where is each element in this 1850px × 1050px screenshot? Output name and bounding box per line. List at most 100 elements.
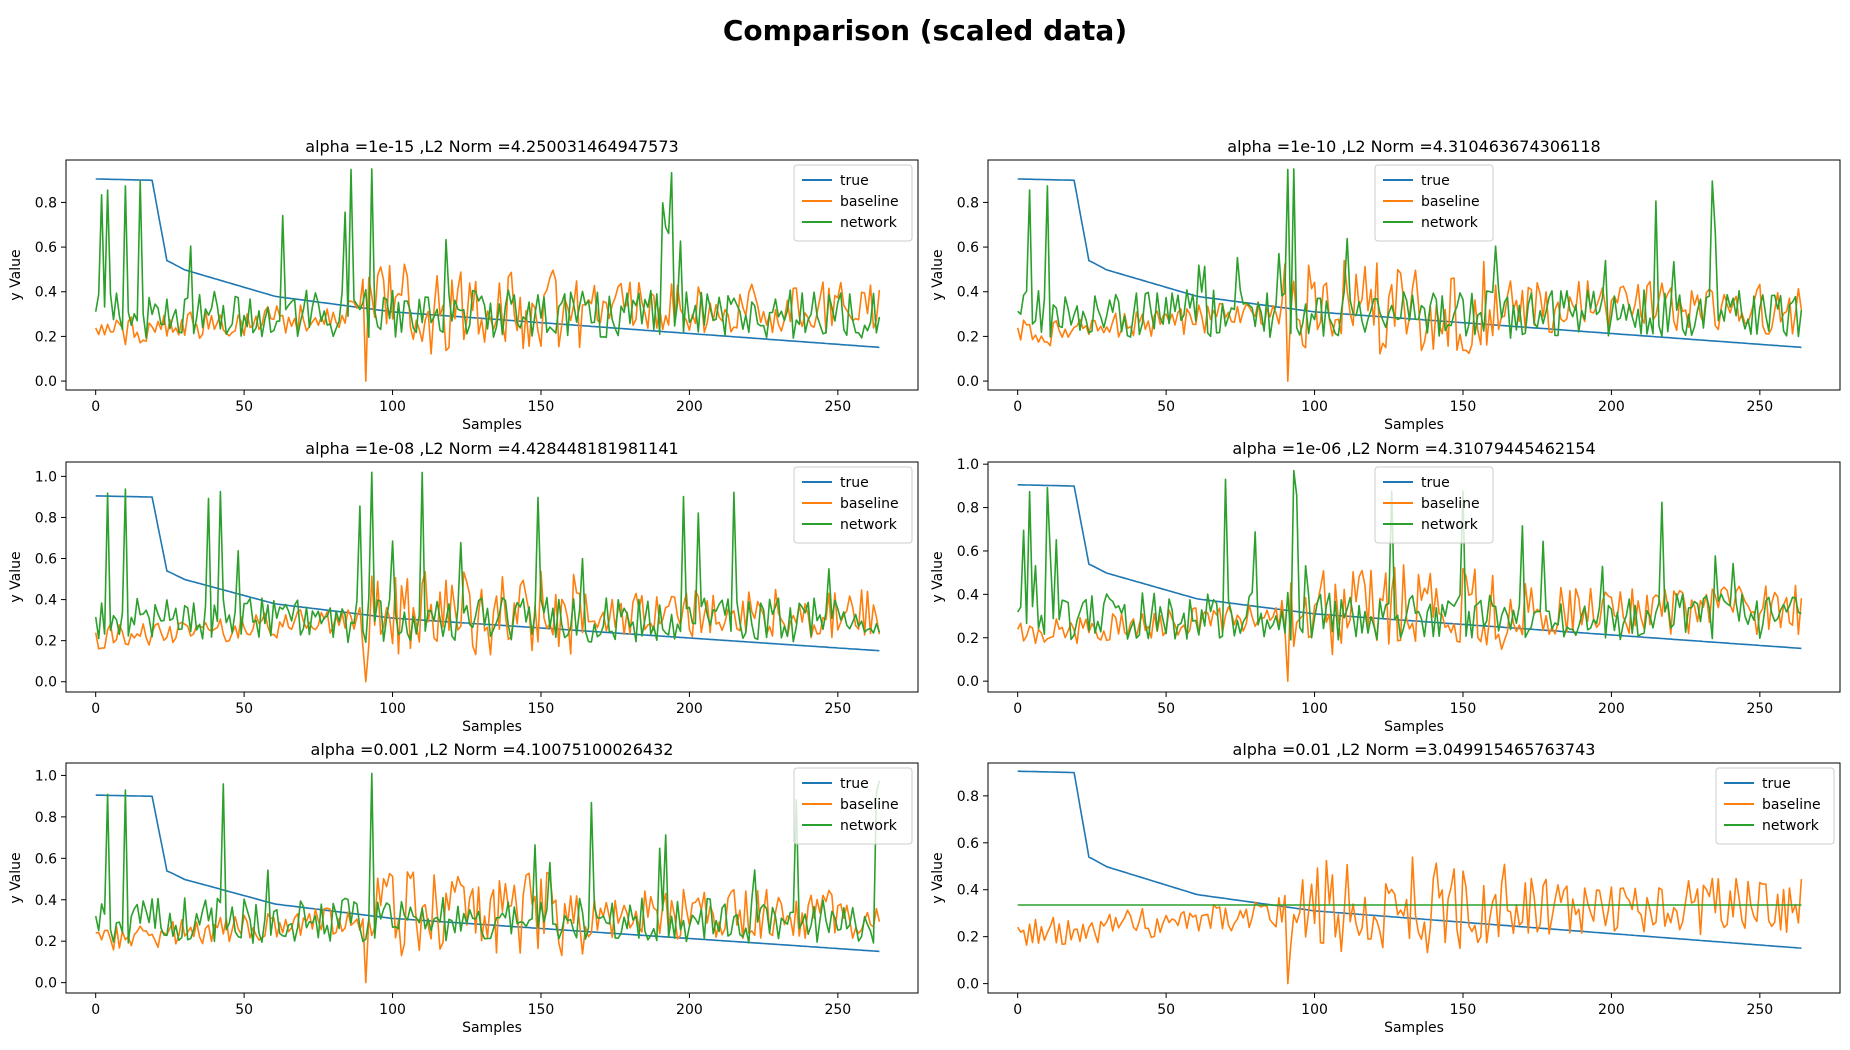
x-tick-label: 100: [379, 1002, 406, 1018]
y-tick-label: 0.0: [957, 977, 979, 993]
plot-area: [94, 471, 881, 683]
y-tick-label: 0.0: [35, 374, 57, 390]
x-tick-label: 100: [1301, 1002, 1328, 1018]
x-tick-label: 200: [1598, 399, 1625, 415]
axes-frame: [987, 159, 1841, 391]
series-line-network: [94, 772, 881, 944]
y-tick-label: 0.4: [35, 893, 57, 909]
series-line-true: [1017, 483, 1802, 650]
y-tick-label: 0.2: [35, 329, 57, 345]
y-tick-label: 0.0: [35, 976, 57, 992]
x-axis-label: Samples: [1384, 719, 1444, 735]
y-tick-label: 0.0: [957, 374, 979, 390]
x-tick-label: 100: [379, 701, 406, 717]
y-tick-label: 0.2: [35, 634, 57, 650]
x-tick-label: 250: [824, 1002, 851, 1018]
series-line-baseline: [1017, 856, 1803, 985]
plot-area: [1017, 770, 1803, 985]
subplot-title: alpha =1e-15 ,L2 Norm =4.250031464947573: [305, 137, 678, 156]
legend-label-true: true: [1762, 776, 1791, 792]
y-axis-label: y Value: [8, 551, 24, 602]
x-axis-label: Samples: [1384, 1020, 1444, 1036]
y-tick-label: 0.6: [957, 240, 979, 256]
legend: true baseline network: [793, 466, 913, 544]
x-tick-label: 100: [1301, 399, 1328, 415]
subplot-title: alpha =1e-08 ,L2 Norm =4.428448181981141: [305, 439, 678, 458]
x-tick-label: 150: [528, 701, 555, 717]
axes-frame: [65, 762, 919, 994]
y-axis-label: y Value: [8, 852, 24, 903]
y-tick-label: 0.0: [35, 675, 57, 691]
y-tick-label: 0.2: [957, 631, 979, 647]
legend: true baseline network: [1715, 767, 1835, 845]
plot-area: [94, 772, 881, 984]
legend: true baseline network: [793, 164, 913, 242]
y-tick-label: 0.2: [957, 930, 979, 946]
x-tick-label: 200: [1598, 1002, 1625, 1018]
subplot-title: alpha =0.001 ,L2 Norm =4.10075100026432: [311, 740, 674, 759]
y-tick-label: 0.4: [35, 593, 57, 609]
x-axis-label: Samples: [1384, 417, 1444, 433]
subplot-4: alpha =1e-06 ,L2 Norm =4.31079445462154 0…: [930, 439, 1841, 735]
legend-label-network: network: [840, 818, 898, 834]
subplot-2: alpha =1e-10 ,L2 Norm =4.310463674306118…: [930, 137, 1841, 433]
x-tick-label: 150: [528, 1002, 555, 1018]
legend-label-network: network: [1421, 215, 1479, 231]
subplot-6: alpha =0.01 ,L2 Norm =3.049915465763743 0…: [930, 740, 1841, 1036]
y-axis-label: y Value: [8, 249, 24, 300]
x-tick-label: 100: [1301, 701, 1328, 717]
x-tick-label: 50: [235, 1002, 253, 1018]
x-axis-label: Samples: [462, 719, 522, 735]
y-axis-label: y Value: [930, 551, 946, 602]
legend-label-true: true: [1421, 173, 1450, 189]
x-tick-label: 50: [235, 399, 253, 415]
y-tick-label: 0.4: [957, 587, 979, 603]
y-tick-label: 0.6: [35, 851, 57, 867]
x-tick-label: 200: [676, 701, 703, 717]
y-tick-label: 0.0: [957, 674, 979, 690]
x-tick-label: 50: [1157, 1002, 1175, 1018]
y-tick-label: 0.8: [957, 501, 979, 517]
legend-label-baseline: baseline: [1762, 797, 1821, 813]
subplot-title: alpha =1e-10 ,L2 Norm =4.310463674306118: [1227, 137, 1600, 156]
x-tick-label: 50: [1157, 701, 1175, 717]
legend-label-baseline: baseline: [840, 496, 899, 512]
x-tick-label: 150: [1450, 399, 1477, 415]
y-tick-label: 0.8: [35, 195, 57, 211]
x-tick-label: 50: [235, 701, 253, 717]
legend-label-network: network: [840, 215, 898, 231]
legend-label-true: true: [840, 776, 869, 792]
plot-area: [94, 168, 881, 382]
y-tick-label: 0.8: [35, 510, 57, 526]
y-tick-label: 1.0: [957, 457, 979, 473]
legend-label-true: true: [1421, 475, 1450, 491]
subplot-3: alpha =1e-08 ,L2 Norm =4.428448181981141…: [8, 439, 919, 735]
axes-frame: [65, 461, 919, 693]
y-axis-label: y Value: [930, 249, 946, 300]
legend-label-true: true: [840, 475, 869, 491]
x-tick-label: 150: [528, 399, 555, 415]
legend-label-baseline: baseline: [1421, 194, 1480, 210]
y-tick-label: 0.8: [35, 810, 57, 826]
x-tick-label: 250: [1746, 701, 1773, 717]
subplot-title: alpha =1e-06 ,L2 Norm =4.31079445462154: [1232, 439, 1595, 458]
y-tick-label: 0.2: [35, 934, 57, 950]
series-line-true: [95, 495, 880, 652]
x-tick-label: 250: [824, 701, 851, 717]
x-tick-label: 100: [379, 399, 406, 415]
y-tick-label: 0.6: [35, 552, 57, 568]
x-tick-label: 150: [1450, 1002, 1477, 1018]
legend: true baseline network: [793, 767, 913, 845]
x-tick-label: 50: [1157, 399, 1175, 415]
figure-title: Comparison (scaled data): [722, 14, 1128, 47]
x-tick-label: 200: [676, 399, 703, 415]
series-line-baseline: [1016, 564, 1803, 683]
legend-label-network: network: [1762, 818, 1820, 834]
y-tick-label: 1.0: [35, 469, 57, 485]
y-tick-label: 0.4: [957, 883, 979, 899]
y-tick-label: 0.8: [957, 789, 979, 805]
y-tick-label: 0.4: [35, 285, 57, 301]
subplot-title: alpha =0.01 ,L2 Norm =3.049915465763743: [1233, 740, 1596, 759]
legend-label-network: network: [840, 517, 898, 533]
